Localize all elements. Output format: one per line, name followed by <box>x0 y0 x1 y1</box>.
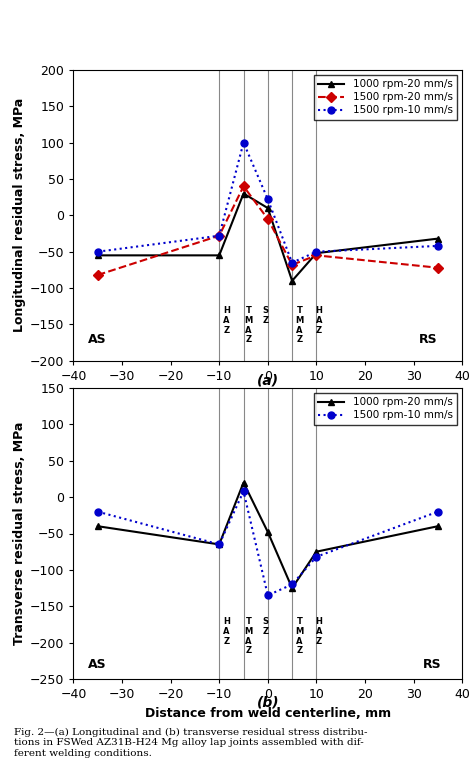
Legend: 1000 rpm-20 mm/s, 1500 rpm-10 mm/s: 1000 rpm-20 mm/s, 1500 rpm-10 mm/s <box>314 393 457 424</box>
X-axis label: Distance from weld centerline, mm: Distance from weld centerline, mm <box>145 389 391 401</box>
X-axis label: Distance from weld centerline, mm: Distance from weld centerline, mm <box>145 707 391 719</box>
Text: (a): (a) <box>257 373 279 387</box>
Text: RS: RS <box>423 658 442 671</box>
Text: T
M
A
Z: T M A Z <box>295 617 303 655</box>
Text: Fig. 2—(a) Longitudinal and (b) transverse residual stress distribu-
tions in FS: Fig. 2—(a) Longitudinal and (b) transver… <box>14 728 368 758</box>
Text: H
A
Z: H A Z <box>223 307 230 334</box>
Legend: 1000 rpm-20 mm/s, 1500 rpm-20 mm/s, 1500 rpm-10 mm/s: 1000 rpm-20 mm/s, 1500 rpm-20 mm/s, 1500… <box>314 75 457 120</box>
Text: T
M
A
Z: T M A Z <box>295 307 303 345</box>
Text: (b): (b) <box>256 695 279 709</box>
Y-axis label: Longitudinal residual stress, MPa: Longitudinal residual stress, MPa <box>13 99 26 332</box>
Text: S
Z: S Z <box>262 307 268 325</box>
Text: AS: AS <box>88 658 107 671</box>
Text: H
A
Z: H A Z <box>223 617 230 646</box>
Text: H
A
Z: H A Z <box>315 617 322 646</box>
Text: T
M
A
Z: T M A Z <box>244 617 253 655</box>
Text: T
M
A
Z: T M A Z <box>244 307 253 345</box>
Text: AS: AS <box>88 332 107 345</box>
Text: H
A
Z: H A Z <box>315 307 322 334</box>
Y-axis label: Transverse residual stress, MPa: Transverse residual stress, MPa <box>13 422 26 645</box>
Text: S
Z: S Z <box>262 617 268 636</box>
Text: RS: RS <box>419 332 437 345</box>
